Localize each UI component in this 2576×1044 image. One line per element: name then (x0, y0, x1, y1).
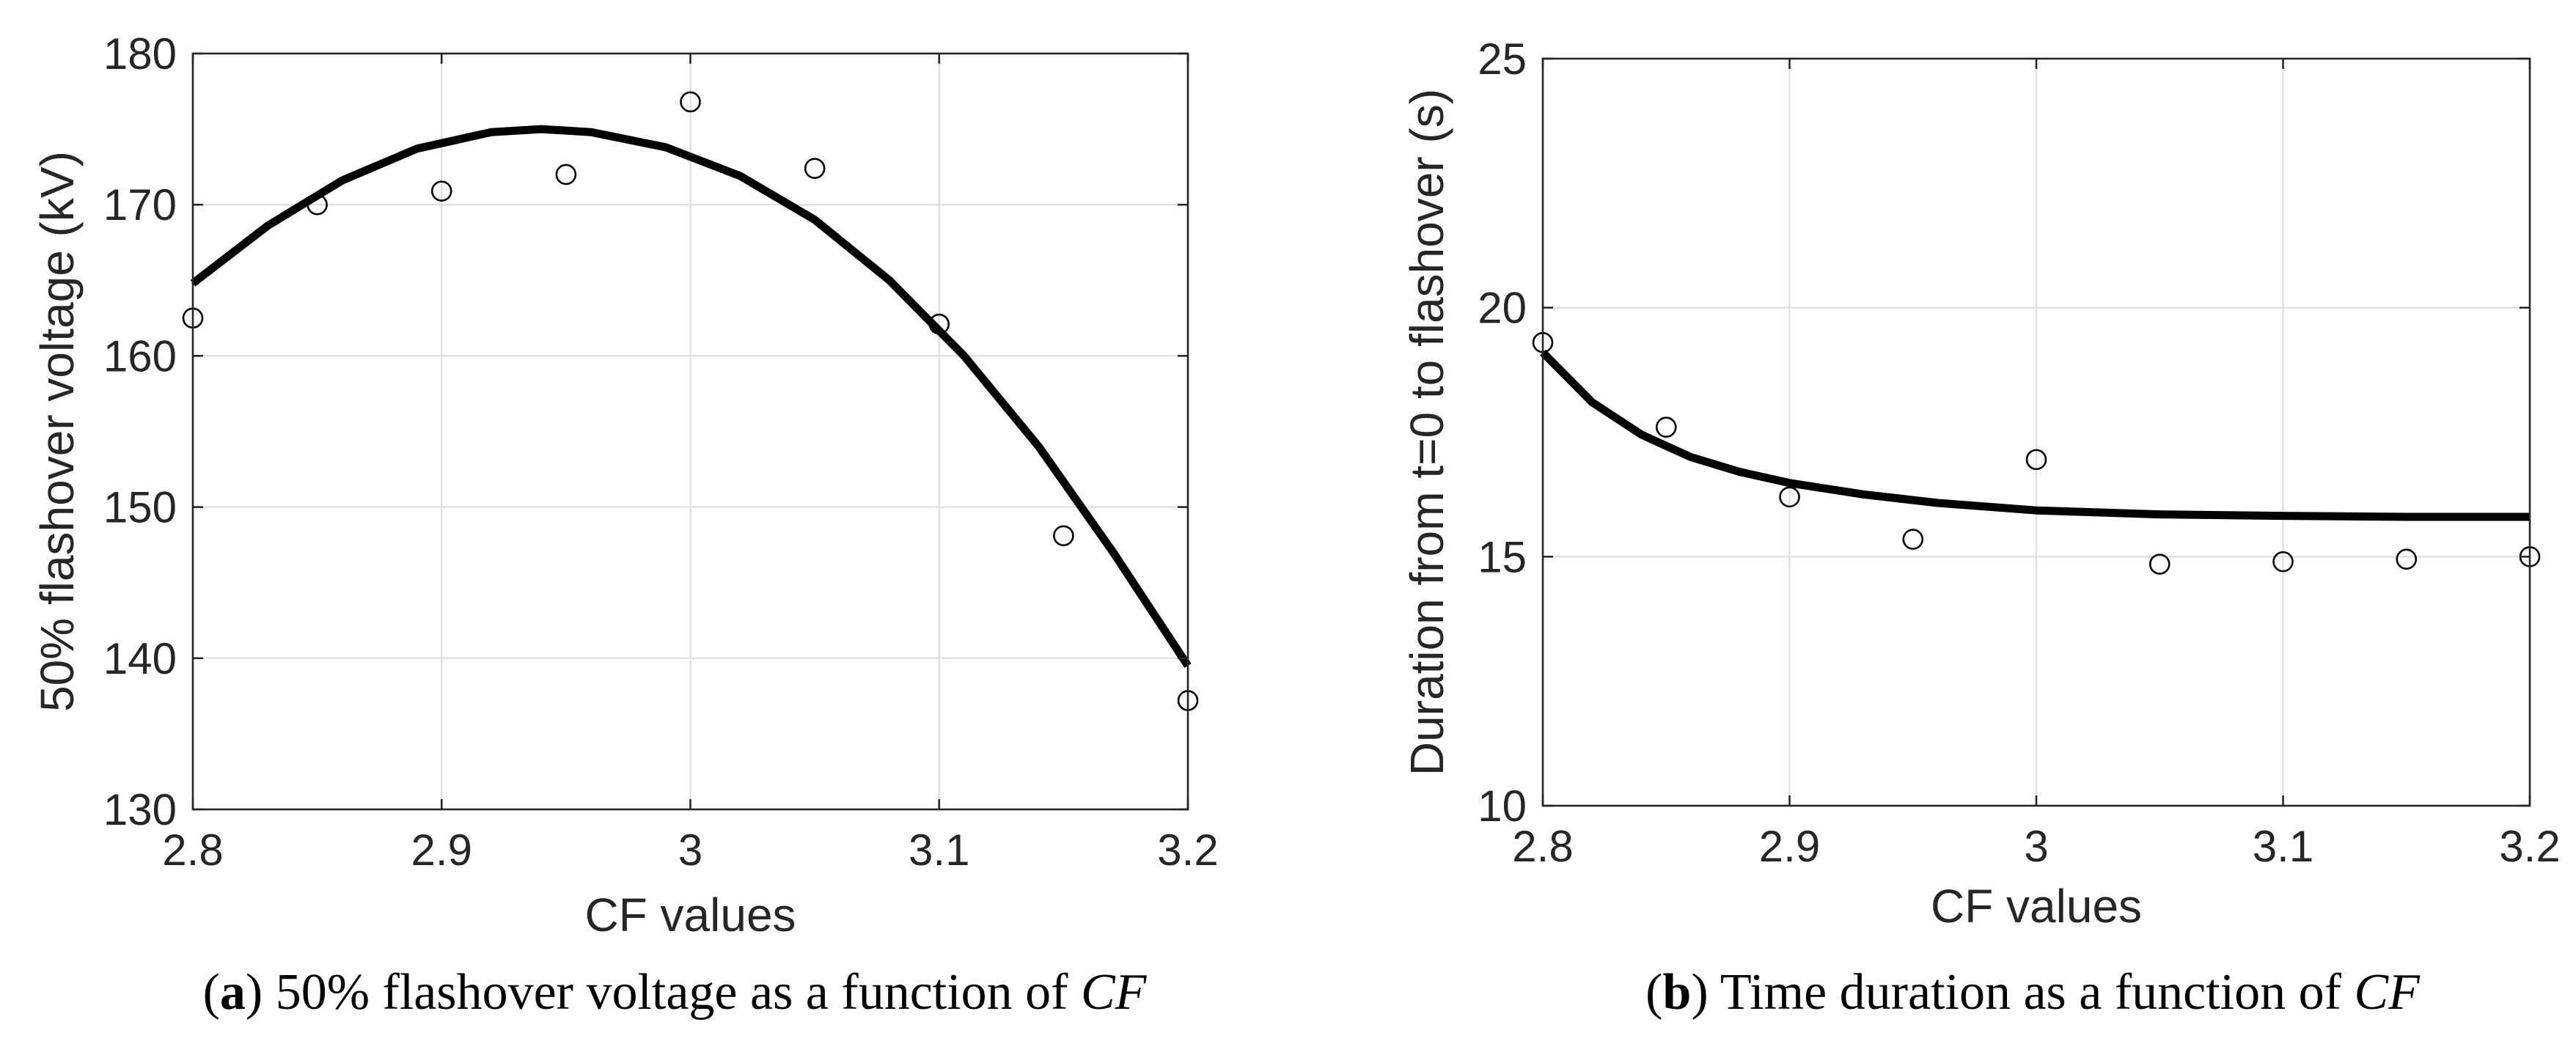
caption-close-b: ) (1691, 964, 1708, 1021)
data-point-b (1902, 529, 1924, 550)
caption-letter-a: a (220, 964, 246, 1021)
y-axis-label-a: 50% flashover voltage (kV) (31, 151, 84, 712)
x-tick-label-a: 3.2 (1157, 826, 1218, 875)
caption-open-b: ( (1645, 964, 1662, 1021)
y-tick-label-a: 140 (103, 634, 177, 683)
data-point-b (1779, 486, 1800, 508)
caption-open-a: ( (203, 964, 220, 1021)
y-tick-label-a: 180 (103, 29, 177, 78)
x-tick-label-b: 2.9 (1759, 822, 1820, 871)
y-tick-label-a: 170 (103, 180, 177, 229)
fit-curve-b (1540, 349, 2530, 521)
fit-curve-a (190, 125, 1192, 669)
caption-b: (b) Time duration as a function of CF (1645, 964, 2421, 1021)
y-axis-label-b: Duration from t=0 to flashover (s) (1401, 89, 1453, 776)
x-axis-label-b: CF values (1931, 880, 2142, 933)
caption-a: (a) 50% flashover voltage as a function … (203, 964, 1148, 1021)
data-point-a (804, 158, 826, 180)
y-tick-label-a: 160 (103, 331, 177, 381)
caption-text-b: Time duration as a function of (1709, 964, 2355, 1021)
caption-italic-b: CF (2354, 964, 2421, 1021)
y-tick-label-b: 25 (1478, 34, 1527, 84)
caption-letter-b: b (1662, 964, 1691, 1021)
data-point-a (928, 313, 950, 335)
x-tick-label-a: 2.8 (162, 826, 223, 875)
data-point-a (307, 194, 328, 216)
x-tick-label-a: 3.1 (909, 826, 969, 875)
x-tick-label-a: 2.9 (411, 826, 472, 875)
y-tick-label-b: 10 (1478, 782, 1527, 831)
y-tick-label-a: 130 (103, 785, 177, 834)
data-point-a (680, 91, 701, 113)
y-tick-label-b: 15 (1478, 532, 1527, 581)
data-point-b (2148, 554, 2170, 575)
data-point-a (555, 163, 577, 185)
y-tick-label-a: 150 (103, 483, 177, 532)
x-tick-label-a: 3 (678, 826, 702, 875)
x-tick-label-b: 3 (2024, 822, 2048, 871)
panel-b: 2.8 2.9 3 3.1 3.2 10 15 20 25 CF values Duration f… (1401, 34, 2561, 1021)
data-point-a (1053, 525, 1074, 547)
x-axis-label-a: CF values (584, 889, 796, 941)
caption-text-a: 50% flashover voltage as a function of (263, 964, 1081, 1021)
caption-close-a: ) (246, 964, 263, 1021)
y-tick-label-b: 20 (1478, 284, 1527, 333)
x-tick-label-b: 2.8 (1512, 822, 1573, 871)
data-point-b (2025, 449, 2047, 471)
panel-a: 2.8 2.9 3 3.1 3.2 130 140 150 160 170 180 CF values… (31, 29, 1219, 1021)
x-tick-label-b: 3.2 (2499, 822, 2560, 871)
data-point-a (430, 180, 452, 202)
caption-italic-a: CF (1081, 964, 1148, 1021)
data-point-b (1655, 416, 1677, 438)
data-point-b (2272, 551, 2294, 573)
x-tick-label-b: 3.1 (2253, 822, 2313, 871)
data-point-b (2396, 548, 2418, 570)
